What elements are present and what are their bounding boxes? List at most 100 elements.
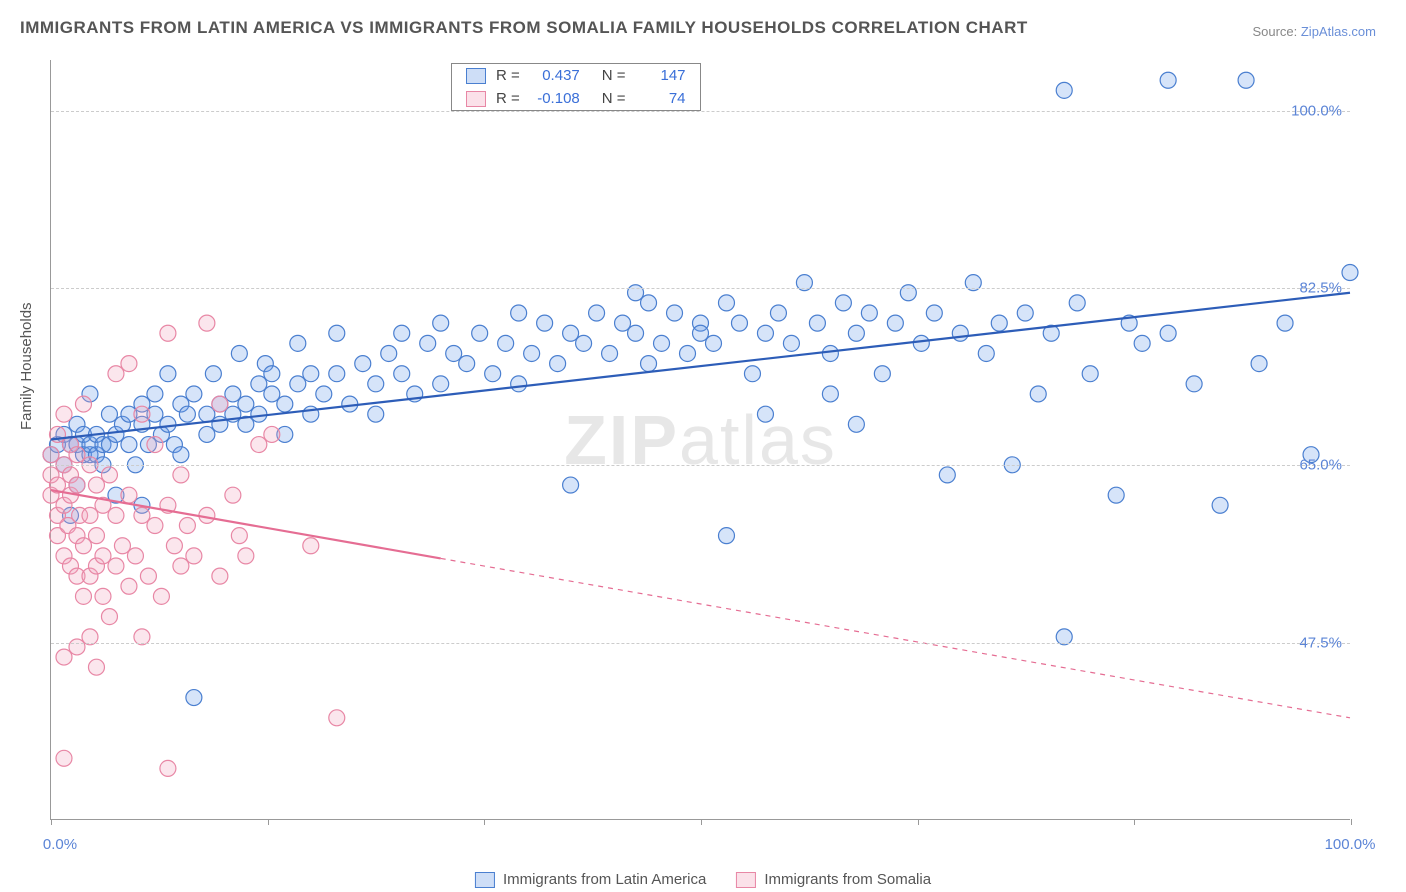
data-point xyxy=(231,345,247,361)
data-point xyxy=(926,305,942,321)
data-point xyxy=(56,750,72,766)
data-point xyxy=(809,315,825,331)
data-point xyxy=(264,386,280,402)
trendline-extrapolated xyxy=(441,558,1350,717)
data-point xyxy=(186,386,202,402)
data-point xyxy=(1160,325,1176,341)
correlation-legend-row: R =0.437N =147 xyxy=(452,64,700,87)
data-point xyxy=(641,356,657,372)
data-point xyxy=(108,366,124,382)
data-point xyxy=(822,345,838,361)
data-point xyxy=(231,528,247,544)
legend-swatch xyxy=(466,68,486,84)
data-point xyxy=(238,548,254,564)
data-point xyxy=(173,558,189,574)
data-point xyxy=(75,588,91,604)
data-point xyxy=(1069,295,1085,311)
data-point xyxy=(75,538,91,554)
data-point xyxy=(822,386,838,402)
data-point xyxy=(1160,72,1176,88)
series-name: Immigrants from Latin America xyxy=(503,871,706,888)
data-point xyxy=(563,477,579,493)
data-point xyxy=(1277,315,1293,331)
chart-svg xyxy=(51,60,1350,819)
r-value: -0.108 xyxy=(530,90,580,107)
data-point xyxy=(420,335,436,351)
data-point xyxy=(757,406,773,422)
data-point xyxy=(472,325,488,341)
data-point xyxy=(173,467,189,483)
data-point xyxy=(277,396,293,412)
legend-swatch xyxy=(736,872,756,888)
data-point xyxy=(238,396,254,412)
data-point xyxy=(329,366,345,382)
y-tick-label: 47.5% xyxy=(1299,634,1342,651)
x-tick xyxy=(51,819,52,825)
data-point xyxy=(705,335,721,351)
correlation-legend: R =0.437N =147R =-0.108N =74 xyxy=(451,63,701,111)
data-point xyxy=(563,325,579,341)
data-point xyxy=(861,305,877,321)
data-point xyxy=(95,588,111,604)
r-label: R = xyxy=(496,67,520,84)
data-point xyxy=(680,345,696,361)
data-point xyxy=(134,406,150,422)
data-point xyxy=(179,518,195,534)
data-point xyxy=(433,315,449,331)
source-value: ZipAtlas.com xyxy=(1301,24,1376,39)
data-point xyxy=(498,335,514,351)
data-point xyxy=(1134,335,1150,351)
gridline xyxy=(51,643,1350,644)
data-point xyxy=(114,538,130,554)
data-point xyxy=(394,366,410,382)
data-point xyxy=(381,345,397,361)
data-point xyxy=(770,305,786,321)
data-point xyxy=(835,295,851,311)
data-point xyxy=(121,437,137,453)
data-point xyxy=(1212,497,1228,513)
correlation-legend-row: R =-0.108N =74 xyxy=(452,87,700,110)
data-point xyxy=(108,507,124,523)
data-point xyxy=(693,325,709,341)
data-point xyxy=(329,325,345,341)
data-point xyxy=(628,325,644,341)
data-point xyxy=(290,376,306,392)
y-tick-label: 100.0% xyxy=(1291,102,1342,119)
data-point xyxy=(887,315,903,331)
data-point xyxy=(75,396,91,412)
data-point xyxy=(160,416,176,432)
x-tick xyxy=(1351,819,1352,825)
data-point xyxy=(589,305,605,321)
series-legend-item: Immigrants from Somalia xyxy=(736,871,931,888)
y-tick-label: 65.0% xyxy=(1299,457,1342,474)
data-point xyxy=(718,528,734,544)
data-point xyxy=(316,386,332,402)
data-point xyxy=(160,366,176,382)
data-point xyxy=(952,325,968,341)
data-point xyxy=(744,366,760,382)
data-point xyxy=(186,690,202,706)
n-value: 147 xyxy=(636,67,686,84)
data-point xyxy=(329,710,345,726)
data-point xyxy=(1030,386,1046,402)
data-point xyxy=(848,416,864,432)
data-point xyxy=(446,345,462,361)
data-point xyxy=(95,548,111,564)
data-point xyxy=(251,376,267,392)
n-label: N = xyxy=(602,67,626,84)
data-point xyxy=(147,386,163,402)
data-point xyxy=(1108,487,1124,503)
data-point xyxy=(939,467,955,483)
r-label: R = xyxy=(496,90,520,107)
data-point xyxy=(212,396,228,412)
data-point xyxy=(179,406,195,422)
data-point xyxy=(225,487,241,503)
data-point xyxy=(186,548,202,564)
data-point xyxy=(160,760,176,776)
series-name: Immigrants from Somalia xyxy=(764,871,931,888)
data-point xyxy=(654,335,670,351)
plot-area: ZIPatlas R =0.437N =147R =-0.108N =74 47… xyxy=(50,60,1350,820)
data-point xyxy=(264,366,280,382)
data-point xyxy=(147,437,163,453)
legend-swatch xyxy=(466,91,486,107)
